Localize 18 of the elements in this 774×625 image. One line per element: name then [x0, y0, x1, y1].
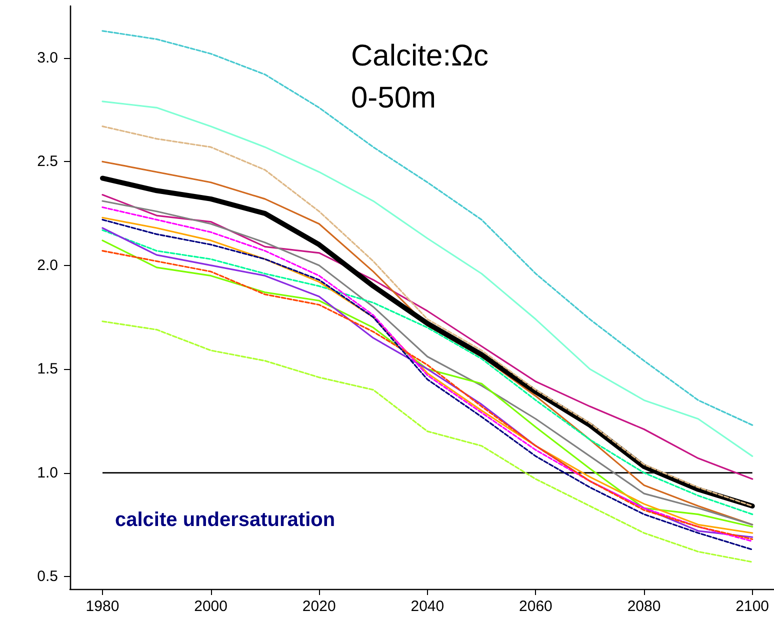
- y-tick-label: 1.5: [37, 360, 58, 378]
- y-tick-label: 1.0: [37, 464, 58, 482]
- y-tick-label: 3.0: [37, 49, 58, 66]
- line-series: [102, 30, 754, 426]
- text: Calcite:Ωc: [351, 40, 488, 72]
- y-tick-label: 2.5: [37, 153, 58, 170]
- x-tick-label: 2100: [736, 598, 770, 615]
- x-tick-label: 1980: [86, 598, 120, 615]
- x-tick-label: 2060: [519, 598, 552, 615]
- line-series: [102, 320, 754, 563]
- annotation: calcite undersaturation: [115, 509, 336, 531]
- x-tick-label: 2040: [410, 598, 444, 615]
- y-tick-label: 0.5: [37, 568, 58, 586]
- y-tick-label: 2.0: [37, 256, 58, 274]
- text: 0-50m: [351, 82, 436, 114]
- x-tick-label: 2080: [627, 598, 661, 615]
- x-tick-label: 2000: [194, 598, 228, 615]
- x-tick-label: 2020: [302, 598, 336, 615]
